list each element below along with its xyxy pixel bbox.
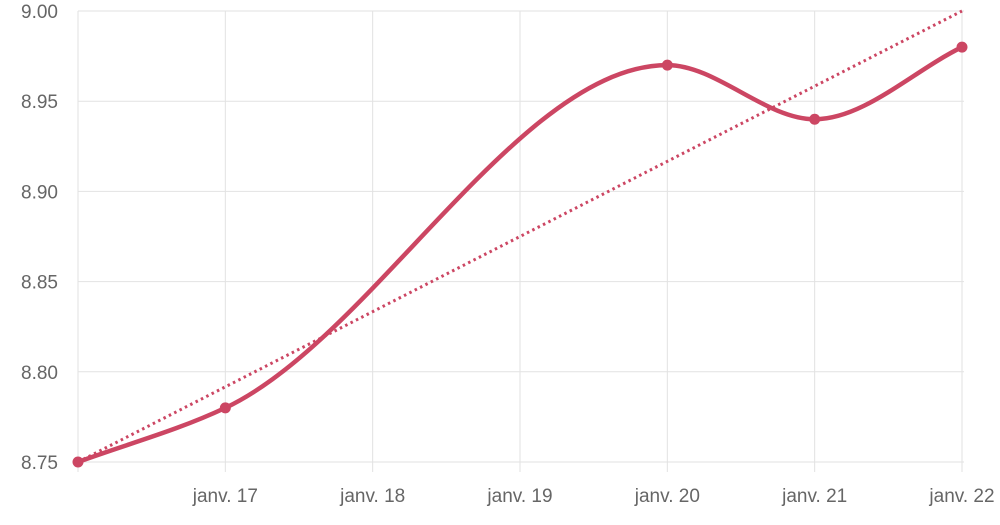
x-tick-label: janv. 19: [486, 486, 552, 507]
plot-area: [72, 9, 968, 468]
y-tick-label: 8.90: [21, 182, 58, 203]
y-tick-label: 8.80: [21, 363, 58, 384]
grid: [77, 10, 964, 472]
data-point[interactable]: [956, 41, 968, 53]
data-point[interactable]: [219, 402, 231, 414]
x-tick-label: janv. 17: [192, 486, 258, 507]
x-tick-label: janv. 21: [781, 486, 847, 507]
x-axis: janv. 17 janv. 18 janv. 19 janv. 20 janv. 21…: [192, 486, 995, 507]
x-tick-label: janv. 22: [928, 486, 994, 507]
x-tick-label: janv. 18: [339, 486, 405, 507]
data-point[interactable]: [661, 59, 673, 71]
y-tick-label: 9.00: [21, 2, 58, 23]
y-tick-label: 8.95: [21, 92, 58, 113]
y-tick-label: 8.85: [21, 273, 58, 294]
data-point[interactable]: [809, 113, 821, 125]
y-axis: 9.00 8.95 8.90 8.85 8.80 8.75: [21, 2, 58, 474]
y-tick-label: 8.75: [21, 453, 58, 474]
x-tick-label: janv. 20: [634, 486, 700, 507]
series-line: [75, 44, 965, 465]
